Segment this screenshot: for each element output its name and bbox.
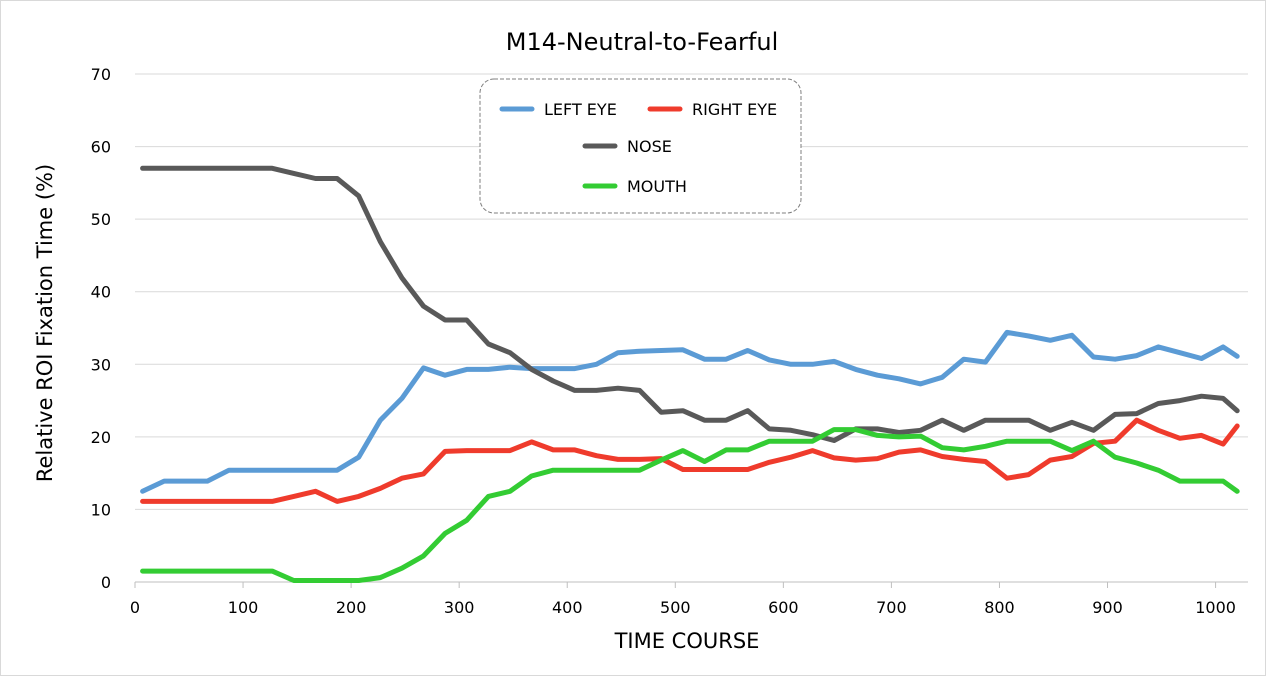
x-tick-label: 100 [228, 598, 259, 617]
y-tick-label: 30 [91, 355, 111, 374]
x-tick-label: 500 [660, 598, 691, 617]
y-tick-label: 50 [91, 210, 111, 229]
series-line-right-eye [140, 417, 1240, 504]
x-tick-label: 800 [984, 598, 1015, 617]
legend: LEFT EYE RIGHT EYE NOSE MOUTH [479, 78, 802, 214]
y-tick-label: 70 [91, 65, 111, 84]
y-tick-label: 20 [91, 428, 111, 447]
x-tick-label: 400 [552, 598, 583, 617]
legend-box [479, 78, 802, 214]
series-line-left-eye [140, 329, 1240, 494]
chart-title: M14-Neutral-to-Fearful [506, 28, 779, 56]
y-axis-title: Relative ROI Fixation Time (%) [33, 164, 57, 482]
series-line-mouth [140, 427, 1240, 583]
x-tick-label: 600 [768, 598, 799, 617]
y-tick-label: 40 [91, 283, 111, 302]
x-tick-label: 900 [1092, 598, 1123, 617]
series-line-nose [140, 165, 1240, 443]
legend-label: RIGHT EYE [692, 100, 777, 119]
x-tick-label: 700 [876, 598, 907, 617]
legend-label: NOSE [627, 137, 672, 156]
x-tick-label: 1000 [1195, 598, 1236, 617]
x-tick-label: 0 [130, 598, 140, 617]
legend-label: MOUTH [627, 177, 687, 196]
y-tick-label: 10 [91, 500, 111, 519]
y-tick-label: 60 [91, 138, 111, 157]
x-tick-label: 300 [444, 598, 475, 617]
x-axis-title: TIME COURSE [614, 629, 760, 653]
y-tick-label: 0 [101, 573, 111, 592]
legend-label: LEFT EYE [544, 100, 617, 119]
x-tick-label: 200 [336, 598, 367, 617]
series-lines [140, 165, 1240, 583]
